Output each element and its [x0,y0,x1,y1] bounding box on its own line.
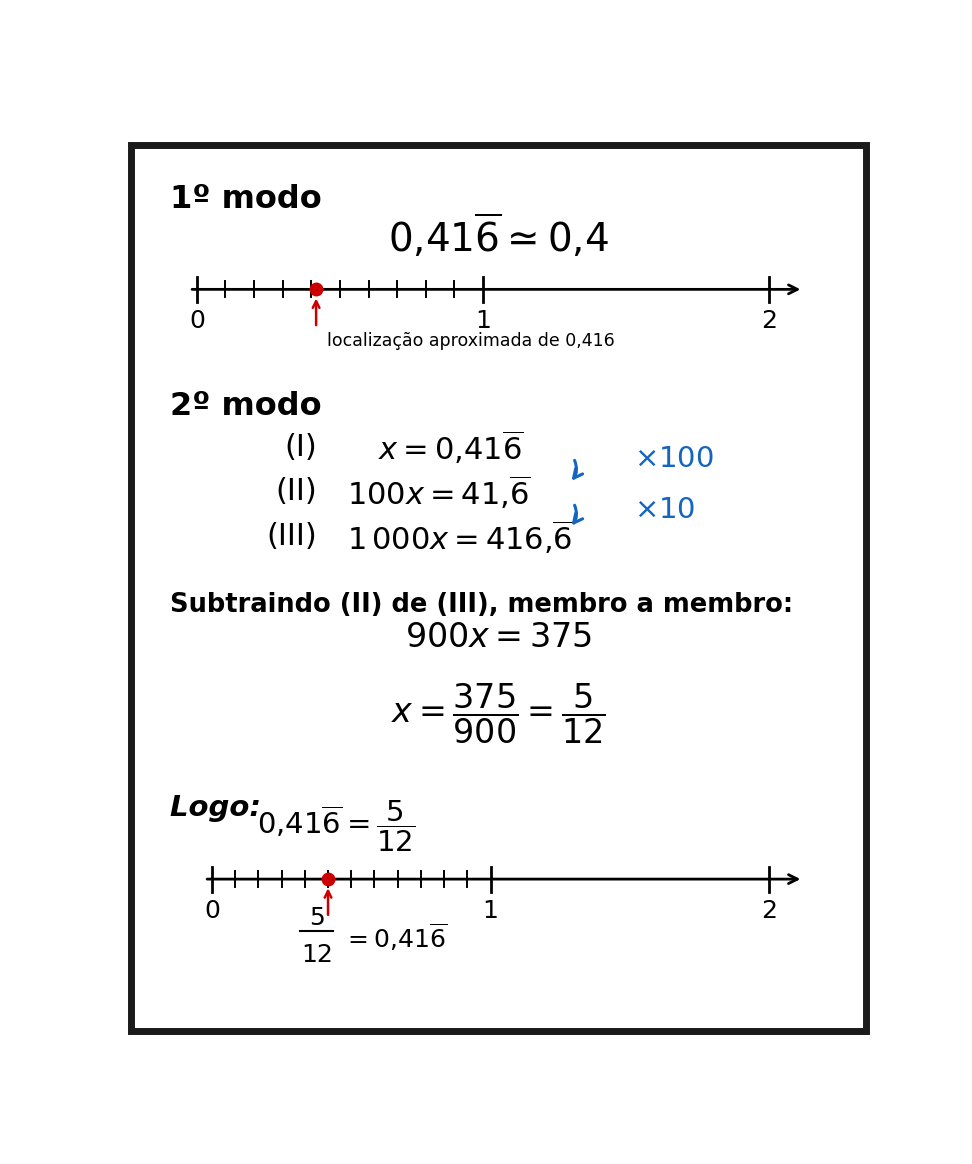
Text: $x=0{,}41\overline{6}$: $x=0{,}41\overline{6}$ [377,428,523,466]
FancyBboxPatch shape [130,146,866,1030]
Text: localização aproximada de 0,416: localização aproximada de 0,416 [328,333,615,350]
Text: $x=\dfrac{375}{900}=\dfrac{5}{12}$: $x=\dfrac{375}{900}=\dfrac{5}{12}$ [391,681,606,745]
Text: 2º modo: 2º modo [170,391,322,421]
Text: 5: 5 [309,906,325,930]
Text: 1: 1 [475,310,491,333]
Text: $1\,000x=416{,}\overline{6}$: $1\,000x=416{,}\overline{6}$ [348,518,574,555]
Text: Subtraindo (II) de (III), membro a membro:: Subtraindo (II) de (III), membro a membr… [170,592,793,618]
Text: $0{,}41\overline{6}\simeq 0{,}4$: $0{,}41\overline{6}\simeq 0{,}4$ [388,212,608,260]
Text: 2: 2 [761,899,778,923]
Text: $\times 100$: $\times 100$ [634,445,713,473]
Text: 0: 0 [204,899,220,923]
Text: $=0{,}41\overline{6}$: $=0{,}41\overline{6}$ [343,922,447,953]
Text: (I): (I) [285,433,317,462]
Text: $\times 10$: $\times 10$ [634,496,695,524]
Text: 1º modo: 1º modo [170,185,322,215]
Text: 12: 12 [300,943,332,967]
Text: $100x=41{,}\overline{6}$: $100x=41{,}\overline{6}$ [348,473,531,511]
Text: 2: 2 [761,310,778,333]
Text: $900x=375$: $900x=375$ [404,620,592,654]
Text: Logo:: Logo: [170,794,271,822]
Text: (III): (III) [266,523,317,552]
Text: (II): (II) [276,477,317,506]
Text: 1: 1 [483,899,499,923]
Text: 0: 0 [189,310,205,333]
Text: $0{,}41\overline{6}=\dfrac{5}{12}$: $0{,}41\overline{6}=\dfrac{5}{12}$ [257,799,415,853]
